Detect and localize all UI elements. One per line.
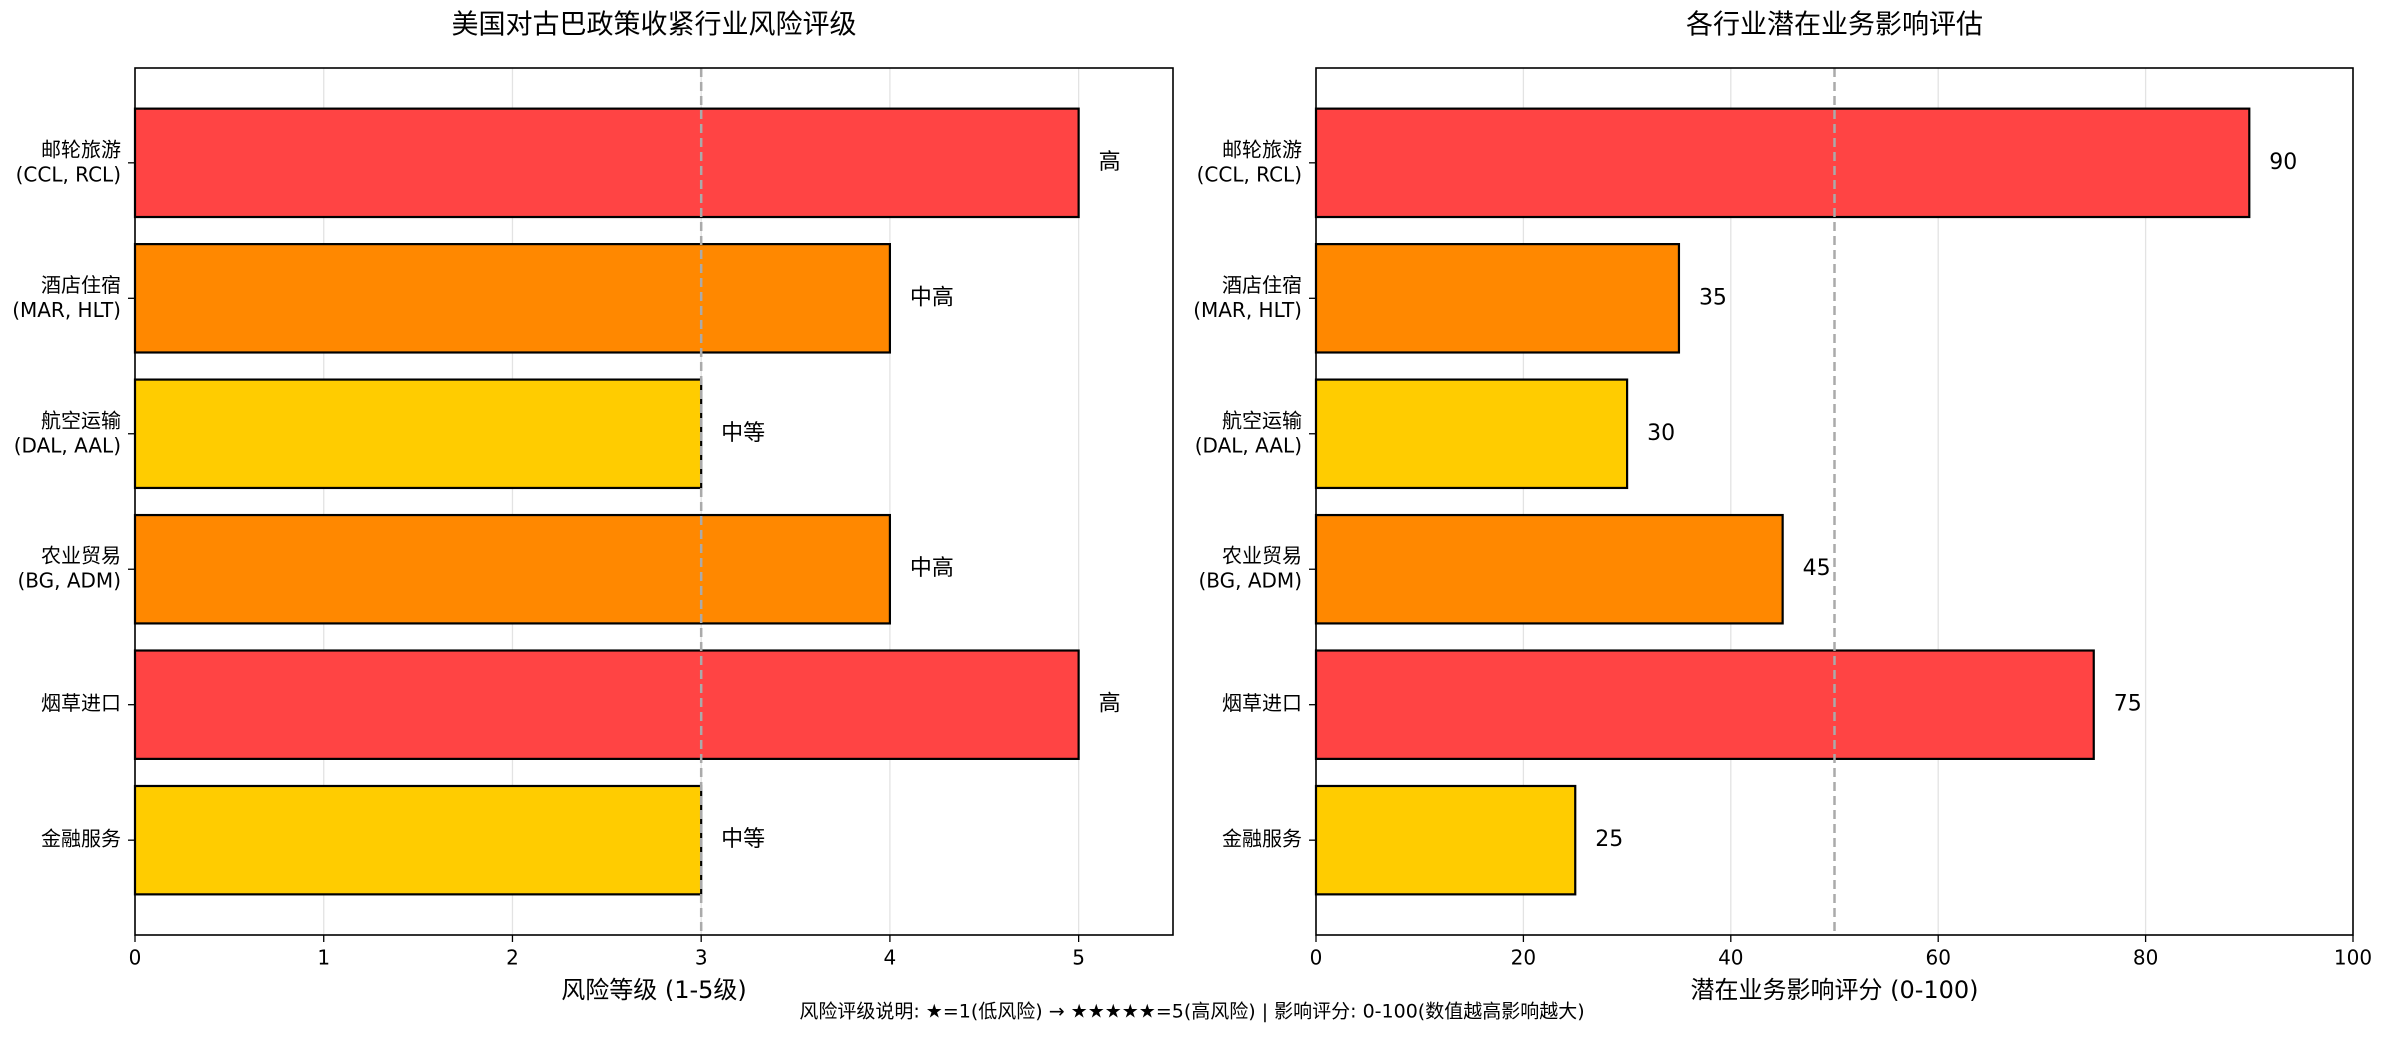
value-label: 90 (2269, 150, 2297, 175)
x-tick-label: 100 (2334, 946, 2372, 970)
y-tick-label: 邮轮旅游(CCL, RCL) (1197, 137, 1302, 186)
x-tick-label: 60 (1925, 946, 1950, 970)
bar (133, 378, 703, 490)
y-tick-label: 航空运输(DAL, AAL) (1195, 408, 1302, 457)
value-label: 中高 (910, 556, 954, 581)
y-tick-label: 农业贸易(BG, ADM) (17, 543, 121, 592)
axes-frame (134, 67, 1174, 936)
x-tick-label: 40 (1718, 946, 1743, 970)
x-tick-label: 20 (1511, 946, 1536, 970)
x-tick-label: 80 (2133, 946, 2158, 970)
value-label: 35 (1699, 285, 1727, 310)
y-tick-label: 航空运输(DAL, AAL) (14, 408, 121, 457)
bar (133, 513, 892, 625)
y-tick-label: 烟草进口 (41, 691, 121, 715)
y-tick-label: 酒店住宿(MAR, HLT) (12, 272, 121, 321)
bar (1314, 243, 1681, 354)
value-label: 中等 (721, 421, 765, 446)
x-tick-label: 2 (506, 946, 519, 970)
bar (133, 784, 703, 896)
bar (133, 649, 1080, 760)
bar (1314, 513, 1784, 625)
axes-frame (1315, 67, 2354, 936)
bar (1314, 378, 1629, 490)
bar (1314, 784, 1577, 896)
y-tick-label: 农业贸易(BG, ADM) (1198, 543, 1302, 592)
x-tick-label: 5 (1072, 946, 1085, 970)
x-tick-label: 0 (129, 946, 142, 970)
bar (1314, 649, 2095, 760)
bar (1314, 107, 2251, 219)
chart-title: 各行业潜在业务影响评估 (1686, 10, 1983, 41)
value-label: 高 (1099, 150, 1121, 175)
x-tick-label: 0 (1310, 946, 1323, 970)
chart-title: 美国对古巴政策收紧行业风险评级 (452, 10, 857, 41)
y-tick-label: 烟草进口 (1222, 691, 1302, 715)
value-label: 45 (1803, 556, 1831, 581)
y-tick-label: 邮轮旅游(CCL, RCL) (16, 137, 121, 186)
value-label: 中高 (910, 285, 954, 310)
x-tick-label: 1 (317, 946, 330, 970)
y-tick-label: 金融服务 (1222, 827, 1302, 851)
bar (133, 107, 1080, 219)
footnote: 风险评级说明: ★=1(低风险) → ★★★★★=5(高风险) | 影响评分: … (799, 1001, 1584, 1023)
value-label: 25 (1595, 827, 1623, 852)
x-axis-label: 潜在业务影响评分 (0-100) (1690, 976, 1978, 1004)
y-tick-label: 酒店住宿(MAR, HLT) (1193, 272, 1302, 321)
value-label: 75 (2114, 692, 2142, 717)
x-axis-label: 风险等级 (1-5级) (561, 976, 747, 1004)
x-tick-label: 4 (884, 946, 897, 970)
bar (133, 243, 892, 354)
value-label: 中等 (721, 827, 765, 852)
value-label: 30 (1647, 421, 1675, 446)
value-label: 高 (1099, 692, 1121, 717)
y-tick-label: 金融服务 (41, 827, 121, 851)
x-tick-label: 3 (695, 946, 708, 970)
